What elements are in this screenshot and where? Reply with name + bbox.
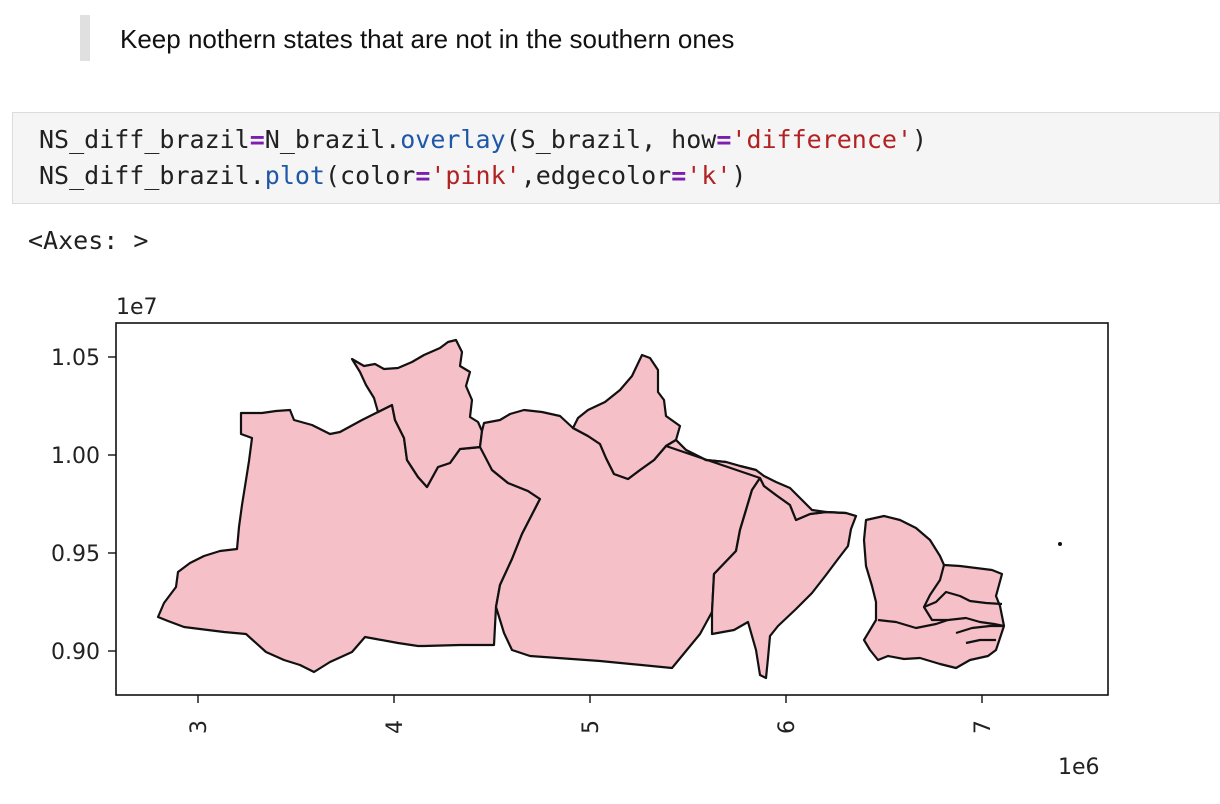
map-plot: 1e7 1e6 1.05 1.00 0.95 0.90 3 4 5 6 7 (51, 295, 1109, 780)
output-repr: <Axes: > (28, 226, 149, 255)
x-tick-label: 3 (187, 720, 212, 734)
code-line-2: NS_diff_brazil.plot(color='pink',edgecol… (39, 161, 746, 190)
x-tick-label: 6 (775, 720, 800, 734)
state-border (877, 618, 949, 630)
code-token: 'pink' (430, 161, 521, 190)
code-token: = (249, 125, 265, 154)
code-token: (S_brazil, how (505, 125, 717, 154)
x-tick-label: 7 (971, 720, 996, 734)
x-tick-label: 5 (579, 720, 604, 734)
code-token: ) (731, 161, 747, 190)
state-polygons (156, 338, 1006, 680)
y-tick-label: 0.90 (51, 640, 100, 665)
code-cell[interactable]: NS_diff_brazil=N_brazil.overlay(S_brazil… (12, 112, 1220, 204)
y-tick-label: 1.05 (51, 346, 100, 371)
state-roraima (350, 338, 484, 489)
code-token: = (415, 161, 431, 190)
code-token: NS_diff_brazil (39, 125, 250, 154)
state-border (955, 624, 1004, 635)
x-offset-label: 1e6 (1058, 755, 1100, 780)
code-token: = (716, 125, 732, 154)
code-token: = (671, 161, 687, 190)
code-token: ) (912, 125, 928, 154)
state-amapa (571, 353, 682, 481)
x-ticks: 3 4 5 6 7 (187, 695, 996, 734)
y-tick-label: 0.95 (51, 542, 100, 567)
code-line-1: NS_diff_brazil=N_brazil.overlay(S_brazil… (39, 125, 927, 154)
code-token: overlay (400, 125, 506, 154)
code-token: plot (264, 161, 325, 190)
code-token: 'difference' (731, 125, 913, 154)
code-token: (color (325, 161, 416, 190)
island-dot (1058, 542, 1062, 546)
state-border (965, 638, 996, 645)
state-maranhao (664, 438, 858, 522)
state-border (923, 606, 1005, 628)
markdown-quote-bar (80, 15, 90, 61)
code-token: N_brazil. (264, 125, 401, 154)
code-token: ,edgecolor (520, 161, 672, 190)
markdown-text: Keep nothern states that are not in the … (120, 24, 735, 54)
y-ticks: 1.05 1.00 0.95 0.90 (51, 346, 116, 665)
code-token: NS_diff_brazil. (39, 161, 265, 190)
code-token: 'k' (686, 161, 732, 190)
x-tick-label: 4 (383, 720, 408, 734)
y-tick-label: 1.00 (51, 444, 100, 469)
state-border (922, 564, 1003, 609)
y-offset-label: 1e7 (116, 295, 158, 320)
